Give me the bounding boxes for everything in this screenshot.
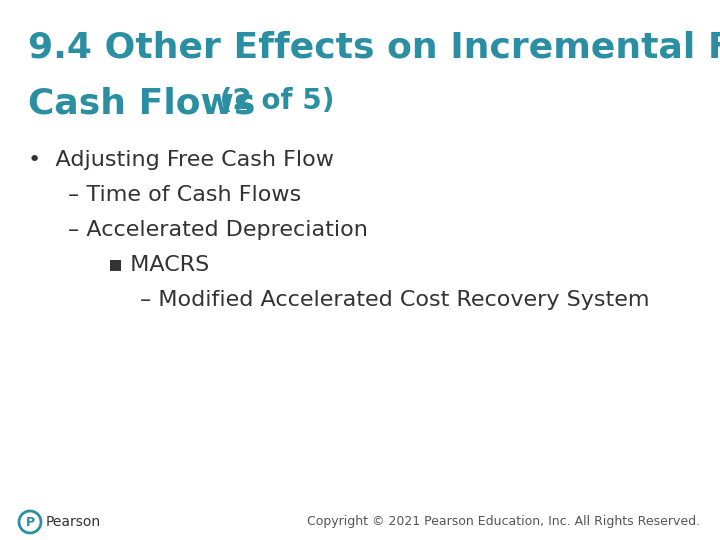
Text: Cash Flows: Cash Flows (28, 87, 256, 121)
Text: •  Adjusting Free Cash Flow: • Adjusting Free Cash Flow (28, 150, 334, 170)
Text: Pearson: Pearson (46, 515, 101, 529)
Text: ▪ MACRS: ▪ MACRS (108, 255, 210, 275)
Text: – Time of Cash Flows: – Time of Cash Flows (68, 185, 301, 205)
Text: – Accelerated Depreciation: – Accelerated Depreciation (68, 220, 368, 240)
Text: Copyright © 2021 Pearson Education, Inc. All Rights Reserved.: Copyright © 2021 Pearson Education, Inc.… (307, 515, 700, 528)
Text: P: P (25, 516, 35, 529)
Text: – Modified Accelerated Cost Recovery System: – Modified Accelerated Cost Recovery Sys… (140, 290, 649, 310)
Text: 9.4 Other Effects on Incremental Free: 9.4 Other Effects on Incremental Free (28, 30, 720, 64)
Text: (2 of 5): (2 of 5) (210, 87, 335, 115)
